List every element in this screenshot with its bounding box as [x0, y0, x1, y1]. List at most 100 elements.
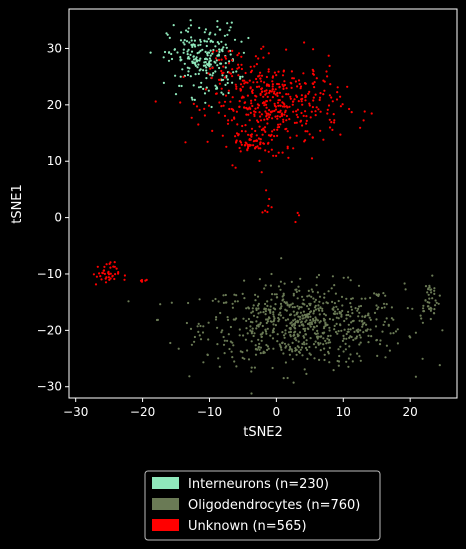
- point-oligodendrocytes: [247, 358, 251, 361]
- point-unknown: [179, 101, 182, 104]
- point-interneurons: [205, 40, 209, 43]
- point-unknown: [304, 130, 307, 133]
- point-unknown: [304, 110, 307, 113]
- point-oligodendrocytes: [382, 292, 385, 295]
- point-oligodendrocytes: [332, 306, 335, 309]
- point-unknown: [99, 275, 102, 278]
- point-unknown: [260, 47, 263, 50]
- point-oligodendrocytes: [351, 320, 354, 323]
- point-oligodendrocytes: [357, 315, 360, 318]
- point-oligodendrocytes: [280, 257, 283, 260]
- point-unknown: [249, 138, 252, 141]
- point-unknown: [244, 124, 247, 127]
- point-unknown: [271, 110, 274, 113]
- point-oligodendrocytes: [327, 290, 330, 293]
- point-oligodendrocytes: [404, 288, 407, 291]
- point-oligodendrocytes: [311, 290, 314, 293]
- point-oligodendrocytes: [302, 298, 305, 301]
- point-oligodendrocytes: [355, 337, 358, 340]
- point-oligodendrocytes: [292, 294, 295, 297]
- point-oligodendrocytes: [272, 320, 275, 323]
- point-interneurons: [210, 39, 213, 42]
- point-unknown: [276, 82, 279, 86]
- point-unknown: [304, 95, 307, 98]
- point-interneurons: [226, 22, 229, 25]
- point-unknown: [107, 273, 111, 276]
- point-interneurons: [208, 61, 211, 64]
- point-oligodendrocytes: [271, 293, 274, 296]
- point-interneurons: [219, 62, 222, 65]
- point-oligodendrocytes: [294, 349, 297, 352]
- point-unknown: [363, 110, 366, 113]
- point-oligodendrocytes: [303, 329, 306, 332]
- point-unknown: [103, 272, 106, 275]
- point-oligodendrocytes: [337, 348, 340, 351]
- point-oligodendrocytes: [243, 357, 246, 360]
- point-oligodendrocytes: [344, 348, 347, 351]
- point-oligodendrocytes: [347, 276, 350, 279]
- point-unknown: [256, 145, 259, 148]
- point-unknown: [239, 83, 243, 86]
- point-unknown: [265, 89, 268, 92]
- point-oligodendrocytes: [392, 332, 395, 335]
- point-oligodendrocytes: [233, 360, 236, 363]
- point-oligodendrocytes: [298, 331, 302, 334]
- point-unknown: [336, 86, 339, 89]
- point-oligodendrocytes: [251, 327, 254, 330]
- point-oligodendrocytes: [312, 317, 315, 321]
- point-unknown: [314, 110, 317, 113]
- point-oligodendrocytes: [433, 292, 436, 295]
- point-unknown: [319, 129, 322, 132]
- point-oligodendrocytes: [301, 317, 304, 320]
- point-oligodendrocytes: [294, 327, 297, 330]
- point-unknown: [311, 68, 314, 71]
- point-unknown: [107, 276, 110, 279]
- point-unknown: [305, 115, 308, 118]
- point-unknown: [302, 114, 305, 117]
- point-oligodendrocytes: [306, 305, 309, 308]
- point-oligodendrocytes: [290, 280, 293, 283]
- point-oligodendrocytes: [259, 311, 262, 314]
- point-oligodendrocytes: [318, 358, 321, 361]
- point-oligodendrocytes: [340, 295, 344, 298]
- point-oligodendrocytes: [335, 316, 338, 319]
- point-oligodendrocytes: [313, 300, 316, 303]
- point-unknown: [250, 102, 253, 105]
- point-unknown: [268, 197, 271, 201]
- point-oligodendrocytes: [264, 330, 268, 333]
- point-unknown: [281, 83, 284, 86]
- point-interneurons: [229, 53, 232, 56]
- point-unknown: [211, 129, 214, 132]
- point-unknown: [308, 90, 311, 93]
- point-unknown: [254, 129, 257, 133]
- legend-swatch-interneurons: [152, 477, 179, 489]
- point-unknown: [266, 118, 269, 121]
- point-unknown: [248, 144, 251, 147]
- point-oligodendrocytes: [283, 342, 287, 345]
- point-unknown: [267, 112, 270, 115]
- point-oligodendrocytes: [262, 350, 265, 353]
- point-oligodendrocytes: [337, 299, 340, 303]
- point-interneurons: [224, 62, 227, 65]
- point-interneurons: [191, 98, 194, 101]
- point-oligodendrocytes: [314, 316, 317, 319]
- point-unknown: [260, 113, 263, 116]
- point-oligodendrocytes: [343, 319, 346, 323]
- point-unknown: [222, 65, 225, 68]
- x-tick-label: −20: [130, 405, 155, 419]
- point-interneurons: [190, 96, 193, 99]
- point-oligodendrocytes: [306, 327, 309, 330]
- point-oligodendrocytes: [254, 293, 257, 296]
- point-oligodendrocytes: [406, 307, 409, 310]
- point-interneurons: [180, 84, 183, 88]
- point-oligodendrocytes: [383, 320, 386, 323]
- point-unknown: [113, 261, 116, 264]
- point-unknown: [240, 130, 243, 133]
- point-interneurons: [188, 41, 191, 44]
- point-oligodendrocytes: [289, 330, 292, 334]
- point-oligodendrocytes: [235, 294, 238, 297]
- point-unknown: [242, 96, 245, 99]
- point-interneurons: [220, 40, 223, 43]
- point-unknown: [123, 278, 126, 281]
- point-unknown: [310, 110, 313, 113]
